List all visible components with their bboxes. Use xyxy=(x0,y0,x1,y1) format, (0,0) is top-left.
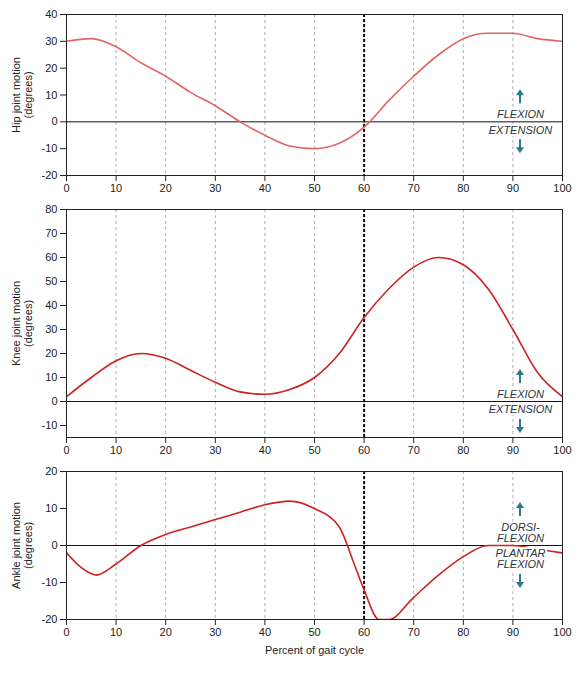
svg-text:90: 90 xyxy=(507,182,519,194)
svg-text:10: 10 xyxy=(45,502,57,514)
svg-text:10: 10 xyxy=(45,89,57,101)
svg-text:100: 100 xyxy=(553,444,571,456)
svg-text:40: 40 xyxy=(45,299,57,311)
svg-text:FLEXION: FLEXION xyxy=(497,108,544,120)
svg-text:80: 80 xyxy=(457,626,469,638)
svg-text:0: 0 xyxy=(51,115,57,127)
svg-text:30: 30 xyxy=(45,35,57,47)
svg-text:20: 20 xyxy=(45,347,57,359)
svg-text:80: 80 xyxy=(45,203,57,215)
svg-text:60: 60 xyxy=(358,182,370,194)
svg-text:PLANTARFLEXION: PLANTARFLEXION xyxy=(496,547,546,570)
svg-text:20: 20 xyxy=(160,444,172,456)
svg-text:10: 10 xyxy=(110,444,122,456)
svg-text:-20: -20 xyxy=(42,169,58,181)
svg-text:30: 30 xyxy=(209,182,221,194)
svg-text:20: 20 xyxy=(160,182,172,194)
svg-text:0: 0 xyxy=(63,444,69,456)
svg-text:20: 20 xyxy=(45,465,57,477)
svg-text:0: 0 xyxy=(51,395,57,407)
svg-text:0: 0 xyxy=(63,626,69,638)
svg-text:100: 100 xyxy=(553,626,571,638)
svg-text:70: 70 xyxy=(408,182,420,194)
svg-text:40: 40 xyxy=(45,8,57,20)
svg-text:60: 60 xyxy=(358,626,370,638)
svg-text:60: 60 xyxy=(45,251,57,263)
svg-text:20: 20 xyxy=(160,626,172,638)
svg-text:EXTENSION: EXTENSION xyxy=(489,124,553,136)
svg-text:40: 40 xyxy=(259,626,271,638)
svg-text:70: 70 xyxy=(408,444,420,456)
svg-text:80: 80 xyxy=(457,444,469,456)
svg-text:0: 0 xyxy=(51,539,57,551)
svg-text:50: 50 xyxy=(308,444,320,456)
svg-text:10: 10 xyxy=(110,182,122,194)
svg-text:40: 40 xyxy=(259,444,271,456)
svg-text:Hip joint motion(degrees): Hip joint motion(degrees) xyxy=(10,57,34,133)
svg-text:30: 30 xyxy=(209,444,221,456)
svg-text:50: 50 xyxy=(308,626,320,638)
svg-text:EXTENSION: EXTENSION xyxy=(489,403,553,415)
svg-text:80: 80 xyxy=(457,182,469,194)
svg-text:30: 30 xyxy=(209,626,221,638)
svg-text:Ankle joint motion(degrees): Ankle joint motion(degrees) xyxy=(10,502,34,589)
svg-text:40: 40 xyxy=(259,182,271,194)
svg-text:FLEXION: FLEXION xyxy=(497,388,544,400)
svg-text:-10: -10 xyxy=(42,576,58,588)
svg-text:70: 70 xyxy=(45,227,57,239)
svg-text:Knee joint motion(degrees): Knee joint motion(degrees) xyxy=(10,281,34,366)
svg-text:90: 90 xyxy=(507,626,519,638)
svg-text:0: 0 xyxy=(63,182,69,194)
svg-text:-10: -10 xyxy=(42,419,58,431)
svg-text:30: 30 xyxy=(45,323,57,335)
svg-text:10: 10 xyxy=(110,626,122,638)
svg-text:50: 50 xyxy=(308,182,320,194)
svg-text:50: 50 xyxy=(45,275,57,287)
svg-text:90: 90 xyxy=(507,444,519,456)
svg-text:60: 60 xyxy=(358,444,370,456)
svg-text:-10: -10 xyxy=(42,142,58,154)
svg-text:DORSI-FLEXION: DORSI-FLEXION xyxy=(497,521,544,544)
svg-text:20: 20 xyxy=(45,62,57,74)
svg-text:-20: -20 xyxy=(42,613,58,625)
svg-text:70: 70 xyxy=(408,626,420,638)
svg-text:100: 100 xyxy=(553,182,571,194)
svg-text:10: 10 xyxy=(45,371,57,383)
svg-text:Percent of gait cycle: Percent of gait cycle xyxy=(265,644,364,656)
